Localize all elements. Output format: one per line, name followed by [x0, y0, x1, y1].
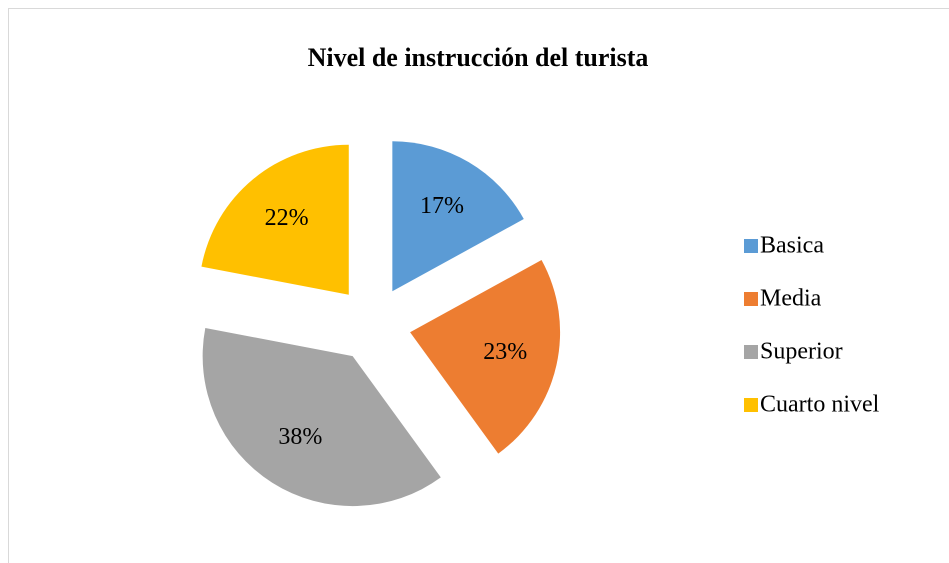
data-label: 23%	[483, 339, 527, 365]
legend-swatch	[744, 292, 758, 306]
legend-label: Superior	[760, 339, 843, 365]
legend-label: Cuarto nivel	[760, 392, 880, 418]
pie-slice	[392, 141, 524, 292]
data-label: 38%	[278, 424, 322, 450]
pie-slice	[202, 327, 441, 507]
legend-label: Media	[760, 286, 822, 312]
legend-swatch	[744, 345, 758, 359]
pie-slice	[410, 260, 561, 454]
pie-slice	[201, 144, 349, 295]
legend-swatch	[744, 239, 758, 253]
data-label: 22%	[265, 205, 309, 231]
chart-border	[8, 8, 949, 563]
legend-swatch	[744, 398, 758, 412]
data-label: 17%	[420, 193, 464, 219]
legend-label: Basica	[760, 233, 824, 259]
chart-title: Nivel de instrucción del turista	[308, 43, 649, 72]
